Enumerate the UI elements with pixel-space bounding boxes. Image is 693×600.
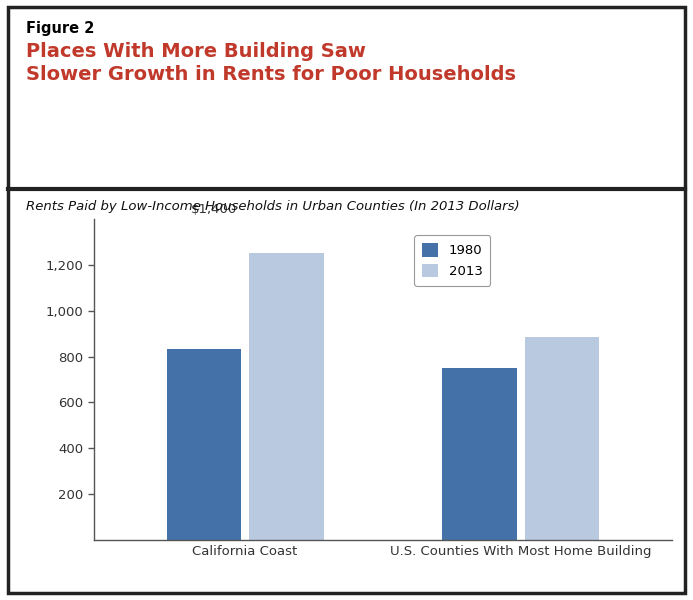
Text: $1,400: $1,400 [191,203,237,216]
Bar [249,253,324,540]
Text: Figure 2: Figure 2 [26,21,95,36]
Text: Places With More Building Saw
Slower Growth in Rents for Poor Households: Places With More Building Saw Slower Gro… [26,42,516,84]
Text: Rents Paid by Low-Income Households in Urban Counties (In 2013 Dollars): Rents Paid by Low-Income Households in U… [26,200,520,213]
Bar [525,337,599,540]
Legend: 1980, 2013: 1980, 2013 [414,235,491,286]
Bar [442,368,516,540]
Bar [166,349,241,540]
